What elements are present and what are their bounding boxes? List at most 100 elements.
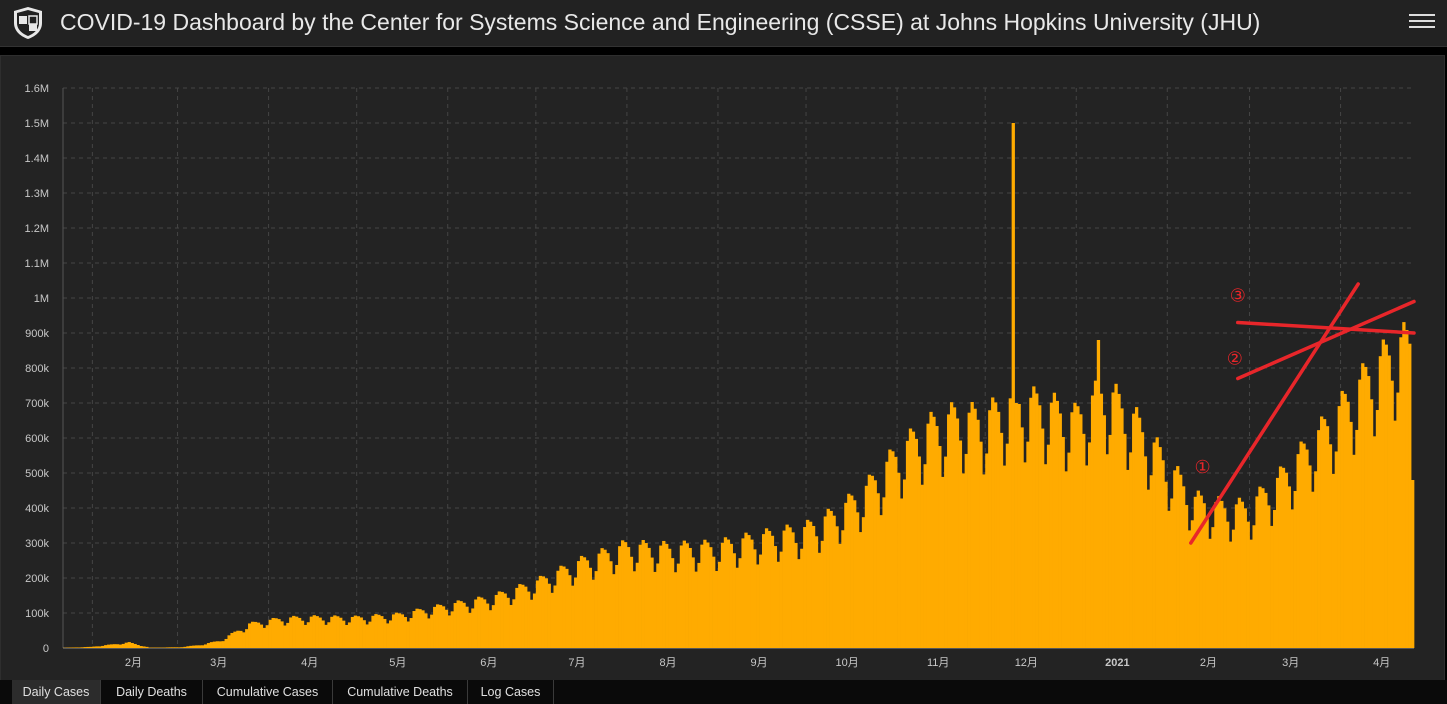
daily-case-bar (1349, 421, 1353, 648)
daily-case-bar (1396, 392, 1400, 648)
daily-case-bar (759, 554, 763, 648)
daily-case-bar (1214, 502, 1218, 648)
daily-case-bar (576, 561, 581, 648)
daily-case-bar (579, 555, 584, 648)
daily-case-bar (679, 545, 684, 648)
daily-case-bar (1220, 500, 1224, 648)
page-title: COVID-19 Dashboard by the Center for Sys… (60, 9, 1261, 35)
daily-case-bar (391, 614, 396, 648)
daily-case-bar (1096, 340, 1101, 648)
hamburger-menu-icon[interactable] (1409, 10, 1435, 34)
daily-case-bar (1322, 419, 1327, 648)
daily-case-bar (888, 449, 892, 648)
daily-case-bar (982, 474, 986, 648)
daily-case-bar (1237, 497, 1242, 648)
daily-case-bar (295, 616, 299, 648)
daily-case-bar (230, 632, 234, 648)
daily-case-bar (1114, 383, 1118, 648)
daily-case-bar (1087, 442, 1092, 648)
daily-case-bar (183, 646, 187, 648)
daily-case-bar (1143, 456, 1148, 648)
tab-cumulative-cases[interactable]: Cumulative Cases (203, 680, 333, 704)
x-tick-label: 2月 (1200, 657, 1217, 669)
daily-case-bar (841, 530, 845, 648)
daily-case-bar (312, 615, 316, 648)
daily-case-bar (920, 484, 924, 648)
daily-case-bar (670, 558, 675, 648)
y-tick-label: 900k (25, 328, 49, 340)
tab-cumulative-deaths[interactable]: Cumulative Deaths (333, 680, 468, 704)
daily-case-bar (603, 549, 607, 648)
daily-case-bar (1231, 529, 1236, 648)
daily-case-bar (600, 548, 604, 648)
daily-case-bar (811, 525, 816, 648)
daily-case-bar (779, 551, 783, 648)
daily-case-bar (201, 645, 205, 648)
daily-case-bar (908, 428, 913, 648)
daily-case-bar (1079, 414, 1083, 648)
annotation-label: ① (1194, 457, 1210, 478)
daily-case-bar (715, 571, 719, 648)
daily-case-bar (430, 614, 434, 648)
daily-case-bar (1293, 491, 1297, 648)
daily-case-bar (750, 539, 754, 648)
daily-case-bar (1249, 539, 1253, 648)
daily-case-bar (124, 642, 128, 648)
daily-case-bar (938, 446, 942, 648)
y-tick-label: 400k (25, 503, 49, 515)
daily-case-bar (1011, 123, 1015, 648)
daily-case-bar (996, 411, 1001, 648)
daily-case-bar (374, 614, 378, 648)
tab-daily-cases[interactable]: Daily Cases (12, 680, 101, 704)
daily-case-bar (1208, 538, 1212, 648)
daily-case-bar (524, 586, 528, 648)
daily-case-bar (803, 527, 807, 648)
daily-case-bar (832, 515, 836, 648)
daily-case-bar (1325, 426, 1330, 648)
daily-case-bar (292, 615, 296, 648)
daily-case-bar (1290, 509, 1294, 648)
daily-case-bar (174, 647, 178, 648)
daily-case-bar (389, 620, 393, 648)
daily-case-bar (509, 604, 513, 648)
daily-case-bar (1340, 390, 1344, 648)
daily-case-bar (553, 585, 557, 648)
daily-case-bar (1090, 395, 1095, 648)
daily-case-bar (1076, 406, 1080, 648)
daily-case-bar (1152, 442, 1156, 648)
daily-case-bar (491, 605, 496, 648)
daily-case-bar (1032, 386, 1036, 648)
tab-log-cases[interactable]: Log Cases (468, 680, 554, 704)
daily-case-bar (632, 571, 637, 648)
daily-case-bar (1255, 496, 1259, 648)
daily-case-bar (1146, 489, 1151, 648)
daily-case-bar (929, 411, 933, 648)
daily-case-bar (286, 622, 290, 648)
daily-case-bar (562, 566, 566, 648)
daily-case-bar (280, 621, 284, 648)
daily-case-bar (1196, 490, 1200, 648)
daily-case-bar (118, 644, 123, 648)
daily-case-bar (568, 575, 572, 648)
daily-case-bar (999, 432, 1004, 648)
daily-case-bar (785, 524, 789, 648)
daily-case-bar (571, 585, 575, 648)
daily-case-bar (1387, 355, 1391, 648)
daily-case-bar (115, 644, 120, 648)
daily-case-bar (1132, 413, 1136, 648)
daily-case-bar (717, 561, 722, 648)
daily-case-bar (1334, 451, 1338, 648)
daily-case-bar (494, 594, 499, 648)
daily-case-bar (1252, 525, 1256, 648)
daily-case-bar (1029, 397, 1033, 648)
daily-case-bar (1299, 441, 1303, 648)
daily-case-bar (744, 532, 748, 648)
daily-case-bar (726, 539, 731, 648)
daily-case-bar (342, 620, 346, 648)
y-tick-label: 300k (25, 538, 49, 550)
daily-case-bar (1317, 430, 1321, 648)
daily-case-bar (198, 645, 202, 648)
x-tick-label: 8月 (659, 657, 676, 669)
tab-daily-deaths[interactable]: Daily Deaths (101, 680, 203, 704)
x-tick-label: 3月 (1282, 657, 1299, 669)
